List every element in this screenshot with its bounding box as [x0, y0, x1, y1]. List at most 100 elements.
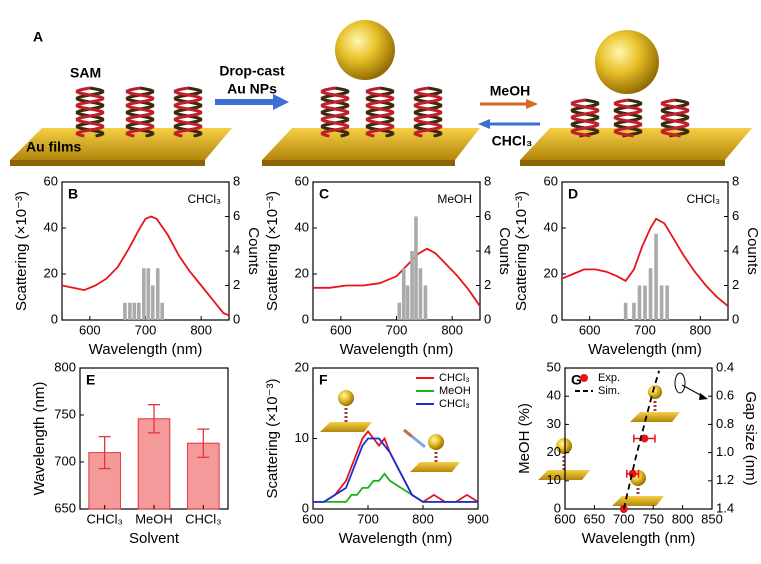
x-tick-label: 800	[689, 322, 711, 337]
y-tick-label: 20	[295, 359, 309, 374]
helix-strand	[75, 86, 105, 138]
y2-tick-label: 8	[233, 173, 240, 188]
y2-tick-label: 1.0	[716, 444, 734, 459]
y-tick-label: 50	[547, 359, 561, 374]
helix-strand	[660, 98, 690, 138]
count-bar	[643, 285, 647, 320]
x-tick-label: 700	[357, 511, 379, 526]
step-label: Au NPs	[227, 81, 277, 97]
chart: 650 700 750 800 Solvent Wavelength (nm) E CHCl₃…	[31, 359, 229, 547]
series-line	[313, 472, 478, 503]
y2-tick-label: 1.2	[716, 472, 734, 487]
x-tick-label: 800	[190, 322, 212, 337]
gold-film-edge	[10, 160, 205, 166]
sam-label: SAM	[70, 65, 101, 81]
solvent-label: CHCl₃	[492, 133, 533, 149]
gold-nanoparticle	[335, 20, 395, 80]
inset-film	[630, 412, 680, 422]
x-tick-label: 600	[554, 511, 576, 526]
x-tick-label: 600	[579, 322, 601, 337]
data-point	[628, 469, 637, 478]
x-tick-label: CHCl₃	[185, 511, 221, 526]
legend-marker	[580, 374, 588, 382]
count-bar	[137, 302, 141, 320]
y-tick-label: 0	[302, 500, 309, 515]
helix-strand	[365, 86, 395, 138]
y2-tick-label: 6	[732, 208, 739, 223]
x-axis-title: Wavelength (nm)	[339, 530, 453, 547]
y2-tick-label: 0	[732, 311, 739, 326]
series-line	[313, 247, 481, 307]
y-tick-label: 60	[44, 173, 58, 188]
count-bar	[132, 302, 137, 320]
y-tick-label: 20	[544, 265, 558, 280]
y2-tick-label: 4	[233, 242, 240, 257]
gold-film	[262, 128, 480, 160]
x-tick-label: 750	[642, 511, 664, 526]
y2-tick-label: 0	[233, 311, 240, 326]
count-bar	[648, 268, 653, 320]
y-axis-title: MeOH (%)	[516, 403, 533, 474]
axis-marker	[674, 372, 686, 394]
y-tick-label: 20	[547, 444, 561, 459]
chart: 600 700 800 900 0 10 20 Wavelength (nm) Scatteri…	[264, 359, 489, 547]
helix-strand	[660, 98, 690, 138]
y2-tick-label: 1.4	[716, 500, 734, 515]
y2-tick-label: 4	[484, 242, 491, 257]
helix-strand	[320, 86, 350, 138]
count-bar	[423, 285, 428, 320]
y2-tick-label: 0.8	[716, 416, 734, 431]
helix-strand	[413, 86, 443, 138]
count-bar	[410, 251, 414, 320]
y-tick-label: 40	[544, 219, 558, 234]
helix-strand	[320, 86, 350, 138]
helix-strand	[173, 86, 203, 138]
arrow-head	[273, 94, 289, 110]
y2-tick-label: 0.6	[716, 388, 734, 403]
y-tick-label: 30	[547, 416, 561, 431]
x-tick-label: 600	[79, 322, 101, 337]
inset-illustrations	[320, 372, 708, 506]
legend-label: CHCl₃	[439, 398, 470, 410]
chart: 600 650 700 750 800 850 0 10 20 30 40 50 0.4 0.6 0.8 1.…	[516, 359, 759, 547]
panel-annotation: CHCl₃	[686, 192, 720, 206]
helix-strand	[365, 86, 395, 138]
y-tick-label: 20	[295, 265, 309, 280]
legend-label: MeOH	[439, 385, 471, 397]
panel-label: G	[571, 372, 582, 388]
legend-label: Exp.	[598, 372, 620, 384]
y2-tick-label: 2	[233, 277, 240, 292]
helix-strand	[125, 86, 155, 138]
y2-tick-label: 6	[484, 208, 491, 223]
gold-film-edge	[520, 160, 725, 166]
x-axis-title: Wavelength (nm)	[89, 341, 203, 358]
inset-arrow	[403, 428, 426, 449]
panel-annotation: MeOH	[437, 192, 472, 206]
y-axis-title: Scattering (×10⁻³)	[513, 191, 530, 311]
series-line	[313, 437, 478, 503]
x-tick-label: 800	[441, 322, 463, 337]
inset-particle	[648, 385, 662, 399]
step-label: Drop-cast	[219, 63, 285, 79]
panel-label: F	[319, 372, 328, 388]
y-axis-title: Scattering (×10⁻³)	[13, 191, 30, 311]
y2-axis-title: Gap size (nm)	[742, 391, 759, 485]
count-bar	[150, 285, 155, 320]
y-tick-label: 40	[44, 219, 58, 234]
y2-tick-label: 2	[484, 277, 491, 292]
x-tick-label: 900	[467, 511, 489, 526]
x-tick-label: 800	[412, 511, 434, 526]
x-axis-title: Wavelength (nm)	[582, 530, 696, 547]
y-axis-title: Scattering (×10⁻³)	[264, 191, 281, 311]
count-bar	[142, 268, 146, 320]
legend-label: CHCl₃	[439, 372, 470, 384]
count-bar	[405, 285, 410, 320]
y-tick-label: 40	[547, 388, 561, 403]
count-bar	[155, 268, 160, 320]
arrow-head	[526, 99, 538, 109]
y2-tick-label: 8	[732, 173, 739, 188]
axis-marker	[699, 393, 708, 400]
film-label: Au films	[26, 139, 81, 155]
